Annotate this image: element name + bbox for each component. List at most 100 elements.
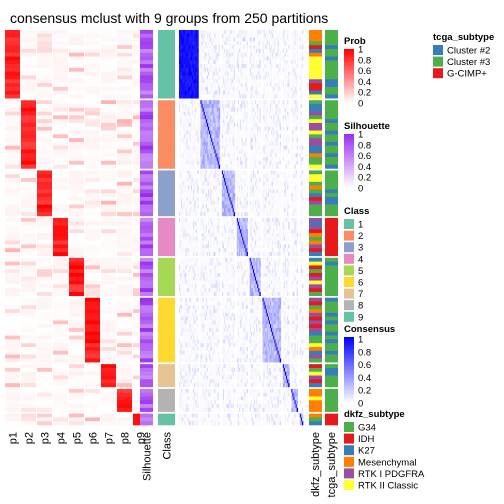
consensus-cell	[292, 86, 294, 91]
consensus-cell	[272, 56, 274, 61]
consensus-cell	[210, 48, 212, 54]
consensus-cell	[286, 149, 288, 154]
consensus-cell	[225, 119, 227, 124]
prob-cell	[69, 52, 84, 57]
consensus-cell	[258, 86, 260, 91]
consensus-cell	[241, 75, 243, 80]
consensus-cell	[296, 100, 299, 105]
consensus-cell	[255, 67, 257, 72]
consensus-cell	[284, 71, 287, 76]
consensus-cell	[264, 149, 266, 154]
consensus-cell	[279, 126, 282, 131]
consensus-cell	[227, 164, 229, 169]
consensus-cell	[296, 111, 299, 116]
prob-cell	[101, 346, 116, 352]
consensus-cell	[252, 75, 255, 80]
consensus-cell	[186, 104, 188, 109]
consensus-cell	[295, 115, 297, 120]
class-cell	[158, 138, 175, 143]
consensus-cell	[188, 64, 191, 69]
class-cell	[158, 33, 175, 38]
prob-cell	[21, 252, 36, 257]
consensus-cell	[279, 145, 282, 150]
consensus-cell	[224, 130, 226, 135]
consensus-cell	[249, 45, 252, 50]
consensus-cell	[182, 90, 184, 95]
consensus-cell	[195, 71, 197, 76]
consensus-cell	[185, 71, 187, 76]
consensus-cell	[191, 141, 194, 146]
prob-cell	[117, 181, 132, 186]
consensus-cell	[194, 67, 196, 72]
prob-cell	[85, 257, 100, 262]
prob-cell	[117, 196, 132, 202]
consensus-cell	[212, 100, 214, 105]
consensus-cell	[205, 122, 208, 128]
prob-cell	[101, 130, 116, 135]
consensus-cell	[210, 104, 212, 109]
consensus-cell	[253, 138, 256, 143]
consensus-cell	[262, 64, 264, 69]
consensus-cell	[276, 149, 278, 154]
prob-cell	[37, 75, 52, 80]
consensus-cell	[211, 48, 213, 54]
consensus-cell	[213, 45, 215, 50]
consensus-cell	[273, 56, 275, 61]
prob-cell	[101, 358, 116, 363]
consensus-cell	[239, 60, 241, 65]
prob-cell	[37, 354, 52, 359]
prob-cell	[5, 316, 20, 321]
silhouette-cell	[140, 126, 153, 131]
consensus-cell	[268, 107, 271, 112]
prob-cell	[53, 309, 68, 314]
consensus-cell	[218, 130, 221, 135]
consensus-cell	[257, 45, 259, 50]
prob-cell	[85, 240, 100, 245]
prob-cell	[5, 126, 20, 131]
consensus-cell	[257, 90, 259, 95]
consensus-cell	[252, 79, 255, 84]
consensus-cell	[266, 107, 269, 112]
prob-cell	[21, 164, 36, 169]
consensus-cell	[299, 138, 302, 143]
prob-cell	[37, 339, 52, 344]
consensus-cell	[259, 48, 261, 54]
consensus-cell	[257, 122, 259, 128]
consensus-cell	[258, 145, 260, 150]
prob-cell	[101, 379, 116, 384]
class-cell	[158, 37, 175, 42]
prob-cell	[53, 160, 68, 165]
consensus-cell	[252, 52, 255, 57]
consensus-cell	[291, 160, 293, 165]
consensus-cell	[237, 67, 240, 72]
consensus-cell	[241, 94, 243, 99]
consensus-cell	[264, 37, 266, 42]
consensus-cell	[244, 104, 246, 109]
consensus-cell	[203, 104, 206, 109]
prob-cell	[69, 350, 84, 355]
class-cell	[158, 145, 175, 150]
silhouette-cell	[140, 350, 153, 355]
prob-cell	[69, 309, 84, 314]
consensus-cell	[231, 71, 233, 76]
consensus-cell	[252, 157, 255, 162]
consensus-cell	[236, 126, 239, 131]
consensus-cell	[245, 41, 247, 46]
consensus-cell	[215, 153, 217, 158]
consensus-cell	[182, 86, 184, 91]
prob-cell	[5, 240, 20, 245]
consensus-cell	[203, 122, 206, 128]
consensus-cell	[249, 52, 252, 57]
consensus-cell	[239, 41, 241, 46]
consensus-cell	[179, 130, 181, 135]
consensus-cell	[246, 134, 248, 139]
consensus-cell	[243, 141, 245, 146]
consensus-cell	[283, 37, 286, 42]
consensus-cell	[205, 119, 208, 124]
consensus-cell	[209, 115, 211, 120]
consensus-cell	[239, 104, 241, 109]
prob-cell	[21, 305, 36, 310]
consensus-cell	[182, 75, 184, 80]
prob-cell	[69, 37, 84, 42]
consensus-cell	[213, 90, 215, 95]
